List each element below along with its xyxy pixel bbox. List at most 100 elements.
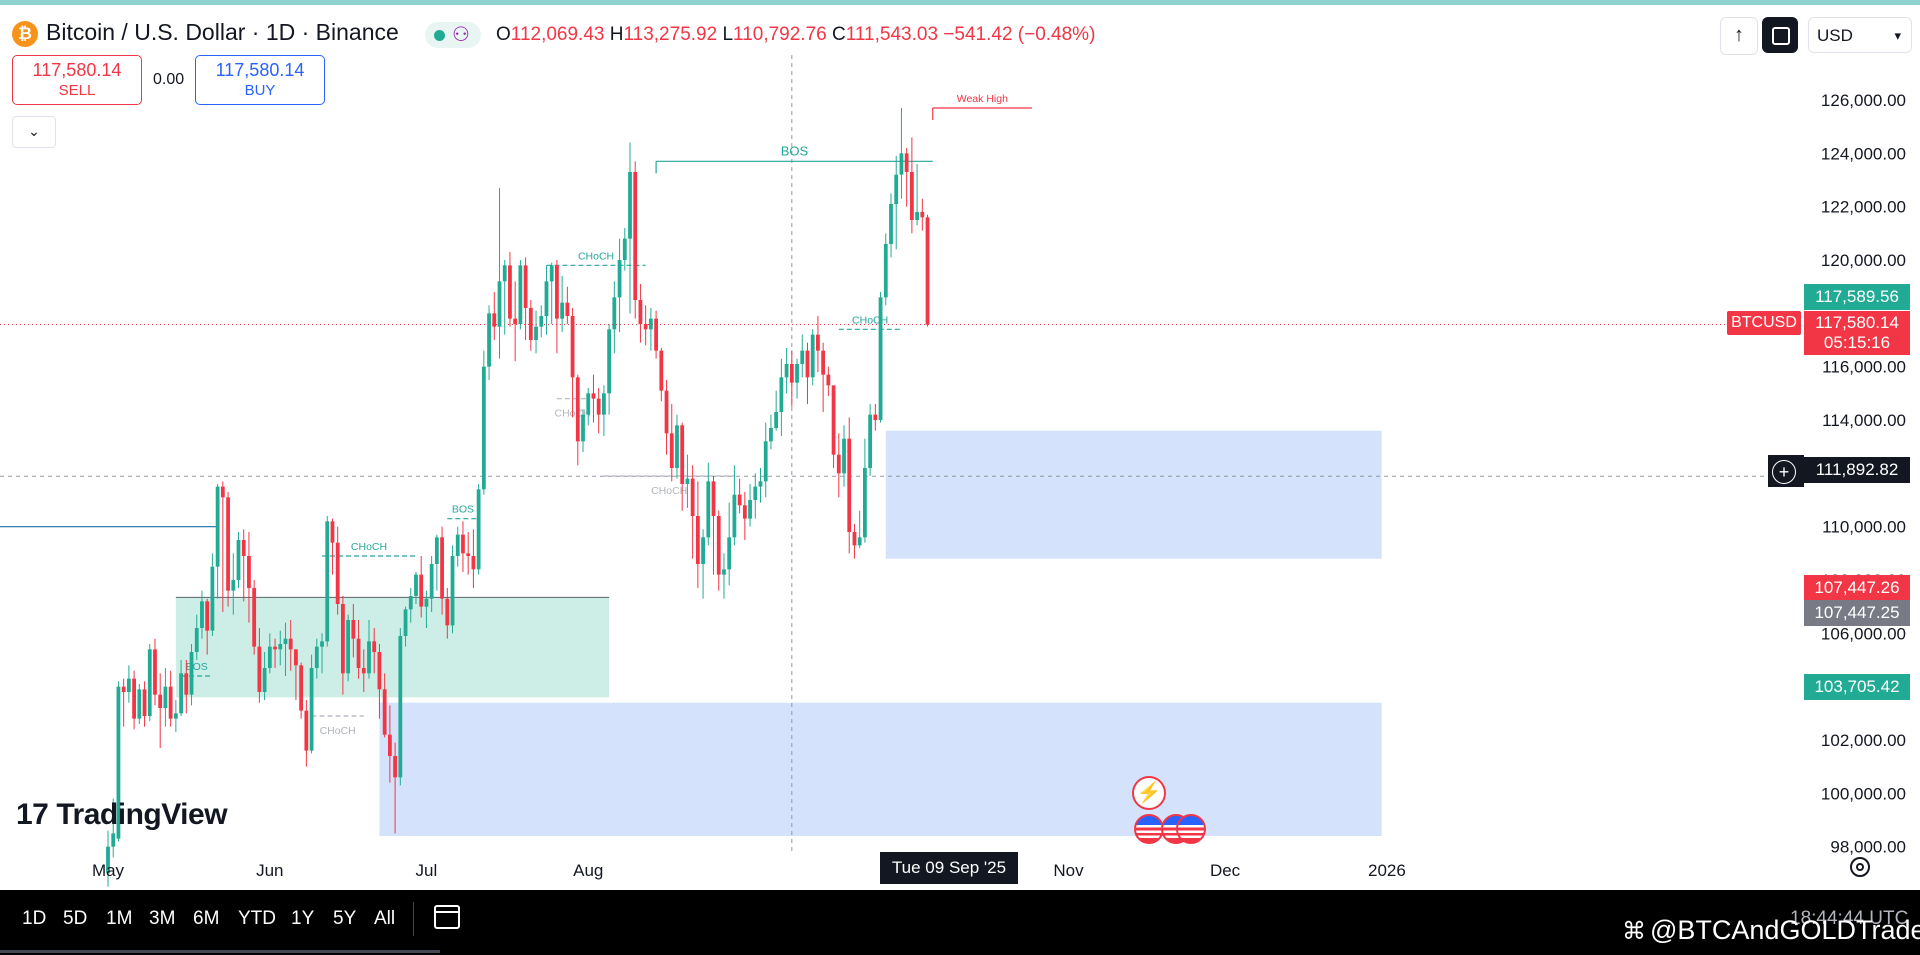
sell-button[interactable]: 117,580.14 SELL <box>12 55 142 105</box>
bar-countdown: 05:15:16 <box>1823 333 1891 352</box>
crosshair-layer <box>0 55 1802 852</box>
candle-body <box>351 620 356 639</box>
candle-body <box>549 265 554 282</box>
symbol-title[interactable]: Bitcoin / U.S. Dollar · 1D · Binance <box>46 19 399 45</box>
candle-body <box>596 398 601 415</box>
candle-body <box>377 652 382 690</box>
y-tick-label: 98,000.00 <box>1830 838 1906 857</box>
candle-body <box>560 302 565 319</box>
collapse-legend-button[interactable]: ⌄ <box>12 116 56 148</box>
candle-body <box>664 390 669 434</box>
candle-body <box>737 494 742 506</box>
event-bolt-icon[interactable]: ⚡ <box>1132 776 1166 810</box>
candle-body <box>200 601 204 628</box>
candle-body <box>278 644 283 650</box>
tradingview-mark-icon: 17 <box>16 798 49 831</box>
toolbar-underline <box>0 950 440 953</box>
us-flag-event-icon[interactable] <box>1176 814 1206 844</box>
candle-body <box>497 281 502 327</box>
currency-select[interactable]: USD ▾ <box>1808 17 1912 53</box>
candle-body <box>408 596 413 610</box>
range-button-1y[interactable]: 1Y <box>291 908 315 929</box>
candle-body <box>753 486 758 500</box>
candle-body <box>492 313 497 327</box>
current-price-value: 117,580.14 <box>1815 313 1899 332</box>
range-button-5y[interactable]: 5Y <box>333 908 357 929</box>
low-price-tag-red: 107,447.26 <box>1804 575 1910 601</box>
candle-body <box>518 265 523 324</box>
range-button-ytd[interactable]: YTD <box>238 908 276 929</box>
candle-body <box>742 505 747 519</box>
y-tick-label: 110,000.00 <box>1822 518 1906 537</box>
y-tick-label: 122,000.00 <box>1821 198 1906 217</box>
sell-label: SELL <box>58 82 96 99</box>
us-flag-event-icon[interactable] <box>1134 814 1164 844</box>
high-label: H <box>609 24 624 45</box>
candle-body <box>445 598 450 626</box>
candle-body <box>842 438 846 474</box>
candle-body <box>591 393 596 399</box>
y-tick-label: 124,000.00 <box>1821 144 1906 163</box>
candle-body <box>769 428 773 442</box>
structure-label: BOS <box>186 661 208 673</box>
candle-body <box>273 646 277 650</box>
range-button-6m[interactable]: 6M <box>193 908 220 929</box>
zone-price-tag-green: 103,705.42 <box>1804 674 1910 700</box>
candle-body <box>622 238 627 260</box>
candle-body <box>878 297 883 420</box>
structure-label: BOS <box>452 504 474 516</box>
candle-body <box>831 385 836 455</box>
axis-settings-icon[interactable] <box>1850 857 1870 877</box>
range-button-all[interactable]: All <box>374 908 396 929</box>
candle-body <box>126 678 131 692</box>
candle-body <box>367 641 371 674</box>
symbol-price-label: BTCUSD <box>1727 311 1801 335</box>
candle-body <box>774 412 779 428</box>
candle-body <box>262 668 267 692</box>
arrow-up-button[interactable]: ↑ <box>1720 17 1758 55</box>
low-price-tag-grey: 107,447.25 <box>1804 600 1910 626</box>
candle-body <box>231 580 236 591</box>
candle-body <box>210 566 215 631</box>
open-value: 112,069.43 <box>510 24 605 45</box>
candle-body <box>805 350 810 378</box>
candle-body <box>158 694 163 708</box>
candle-body <box>758 481 763 487</box>
candle-body <box>915 212 919 220</box>
candle-body <box>581 414 585 442</box>
screenshot-button[interactable] <box>1762 17 1798 53</box>
zones-layer <box>175 430 1382 836</box>
candle-body <box>267 646 272 668</box>
candle-body <box>236 540 241 580</box>
candle-body <box>294 649 298 666</box>
author-watermark: ⌘ @BTCAndGOLDTrader <box>1622 915 1920 946</box>
candle-body <box>481 366 486 490</box>
buy-button[interactable]: 117,580.14 BUY <box>195 55 325 105</box>
candle-body <box>586 393 591 415</box>
range-button-1m[interactable]: 1M <box>106 908 133 929</box>
candle-body <box>528 308 533 340</box>
candle-body <box>137 689 142 719</box>
candle-body <box>722 569 726 575</box>
candle-body <box>857 537 862 546</box>
range-button-3m[interactable]: 3M <box>149 908 176 929</box>
price-chart[interactable]: BOSCHoCHCHoCHBOSCHoCHCHoCHCHoCHBOSCHoCHW… <box>0 0 1920 890</box>
candle-body <box>555 265 559 319</box>
spread-value: 0.00 <box>153 71 185 88</box>
candle-body <box>836 454 841 474</box>
range-button-1d[interactable]: 1D <box>22 908 47 929</box>
demand-zone <box>379 702 1382 836</box>
candle-body <box>320 641 324 647</box>
add-alert-plus-icon[interactable]: + <box>1772 460 1796 484</box>
candle-body <box>539 316 544 327</box>
candle-body <box>534 326 538 340</box>
range-button-5d[interactable]: 5D <box>63 908 88 929</box>
ohlc-legend: O112,069.43 H113,275.92 L110,792.76 C111… <box>496 24 1095 46</box>
candle-body <box>403 609 408 636</box>
candle-body <box>142 689 147 716</box>
candle-body <box>252 588 257 647</box>
calendar-icon[interactable] <box>434 905 460 929</box>
candle-body <box>241 540 246 556</box>
utc-clock[interactable]: 18:44:44 UTC <box>1790 908 1909 929</box>
y-tick-label: 100,000.00 <box>1821 784 1906 803</box>
